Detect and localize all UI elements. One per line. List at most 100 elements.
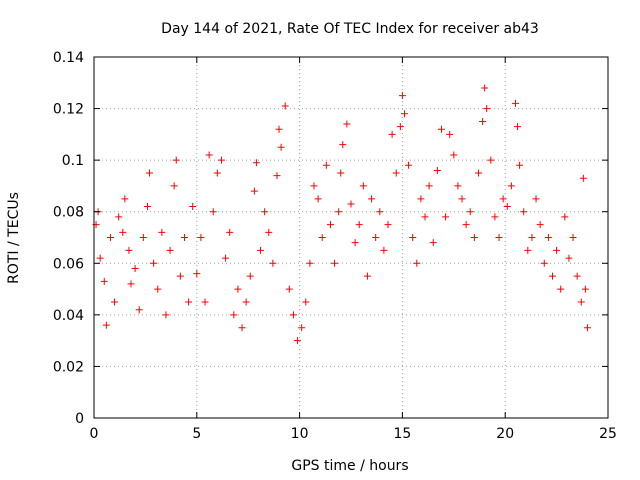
data-point xyxy=(314,195,322,203)
data-point xyxy=(363,272,371,280)
data-point xyxy=(400,110,408,118)
data-point xyxy=(442,213,450,221)
data-point xyxy=(372,234,380,241)
data-point xyxy=(565,254,573,262)
data-point xyxy=(326,221,334,229)
y-tick-label: 0 xyxy=(75,411,84,427)
data-point xyxy=(106,234,114,241)
data-point xyxy=(257,246,265,254)
data-point xyxy=(180,234,188,241)
data-point xyxy=(246,272,254,280)
data-point xyxy=(380,246,388,254)
data-point xyxy=(536,221,544,229)
data-point xyxy=(425,182,433,190)
data-point xyxy=(507,182,515,190)
data-point xyxy=(337,169,345,177)
y-tick-label: 0.08 xyxy=(53,205,84,221)
data-point xyxy=(135,306,143,314)
data-point xyxy=(131,264,139,272)
x-tick-label: 25 xyxy=(599,426,617,442)
data-point xyxy=(433,166,441,174)
data-point xyxy=(100,277,108,285)
y-tick-label: 0.12 xyxy=(53,102,84,118)
data-point xyxy=(261,208,269,216)
data-point xyxy=(548,272,556,280)
data-point xyxy=(479,117,487,125)
data-point xyxy=(119,228,127,236)
y-tick-label: 0.06 xyxy=(53,256,84,272)
data-point xyxy=(495,234,503,241)
data-point xyxy=(230,311,238,319)
data-point xyxy=(125,246,133,254)
y-axis-label: ROTI / TECUs xyxy=(6,192,22,284)
data-point xyxy=(398,92,406,100)
y-tick-label: 0.04 xyxy=(53,308,84,324)
data-point xyxy=(318,234,326,241)
data-point xyxy=(470,234,478,241)
data-point xyxy=(158,228,166,236)
data-point xyxy=(516,161,524,169)
data-point xyxy=(277,143,285,151)
data-point xyxy=(421,213,429,221)
data-point xyxy=(146,169,154,177)
data-point xyxy=(528,234,536,241)
data-point xyxy=(343,120,351,128)
data-point xyxy=(450,151,458,159)
data-point xyxy=(310,182,318,190)
data-point xyxy=(481,84,489,92)
data-point xyxy=(269,259,277,267)
data-point xyxy=(557,285,565,293)
data-point xyxy=(201,298,209,306)
data-point xyxy=(491,213,499,221)
x-tick-label: 20 xyxy=(496,426,514,442)
data-point xyxy=(331,259,339,267)
data-point xyxy=(121,195,129,203)
data-point xyxy=(226,228,234,236)
data-point xyxy=(115,213,123,221)
data-point xyxy=(273,172,281,180)
data-point xyxy=(189,203,197,211)
data-point xyxy=(553,246,561,254)
data-point xyxy=(185,298,193,306)
data-point xyxy=(197,234,205,241)
data-point xyxy=(285,285,293,293)
data-point xyxy=(322,161,330,169)
y-tick-label: 0.02 xyxy=(53,359,84,375)
data-point xyxy=(417,195,425,203)
data-point xyxy=(289,311,297,319)
data-point xyxy=(96,254,104,262)
data-point xyxy=(139,234,147,241)
x-tick-label: 10 xyxy=(291,426,309,442)
data-point xyxy=(474,169,482,177)
data-point xyxy=(409,234,417,241)
data-point xyxy=(102,321,110,329)
data-point xyxy=(170,182,178,190)
data-point xyxy=(458,195,466,203)
data-point xyxy=(298,324,306,332)
data-point xyxy=(446,130,454,138)
data-point xyxy=(154,285,162,293)
data-point xyxy=(351,239,359,247)
data-point xyxy=(499,195,507,203)
data-point xyxy=(483,105,491,113)
data-point xyxy=(514,123,522,131)
data-point xyxy=(252,159,260,167)
data-point xyxy=(250,187,258,195)
data-point xyxy=(275,125,283,133)
data-point xyxy=(355,221,363,229)
data-point xyxy=(234,285,242,293)
data-point xyxy=(222,254,230,262)
data-point xyxy=(302,298,310,306)
data-point xyxy=(242,298,250,306)
data-point xyxy=(579,174,587,182)
x-tick-label: 0 xyxy=(90,426,99,442)
data-point xyxy=(569,234,577,241)
data-point xyxy=(213,169,221,177)
data-point xyxy=(413,259,421,267)
data-point xyxy=(532,195,540,203)
data-point xyxy=(238,324,246,332)
data-point xyxy=(573,272,581,280)
data-point xyxy=(335,208,343,216)
data-point xyxy=(127,280,135,288)
